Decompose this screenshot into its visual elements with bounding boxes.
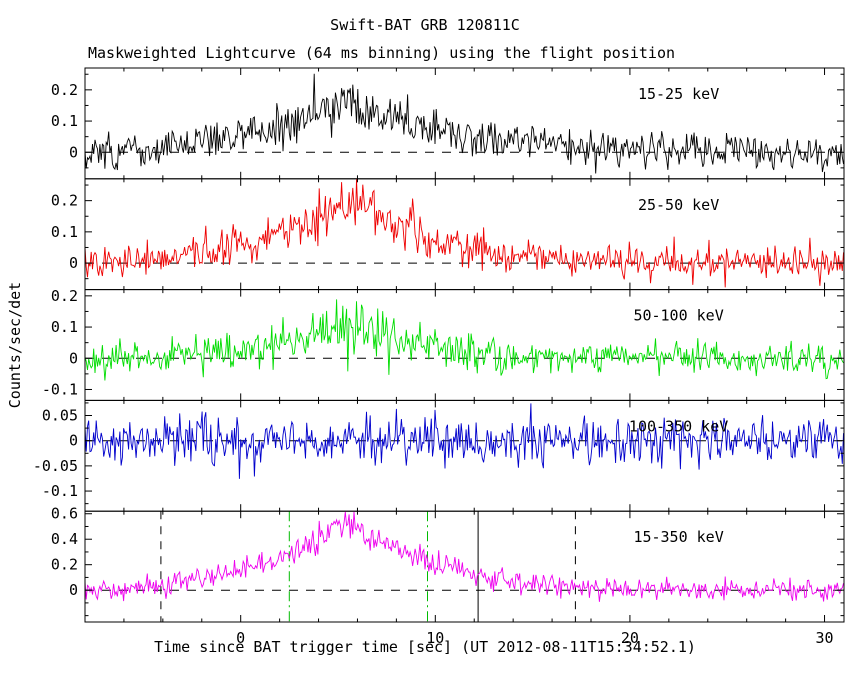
lightcurve-trace xyxy=(84,403,844,479)
band-label: 50-100 keV xyxy=(633,307,723,325)
x-tick-label: 20 xyxy=(621,629,639,647)
y-tick-label: 0.2 xyxy=(51,556,78,574)
y-tick-label: 0 xyxy=(69,432,78,450)
y-tick-label: 0 xyxy=(69,581,78,599)
panel-15-25-kev: 15-25 keV 0 0.1 0.2 xyxy=(51,67,845,180)
y-tick-label: 0.2 xyxy=(51,81,78,99)
y-tick-label: 0.1 xyxy=(51,223,78,241)
y-tick-label: 0.6 xyxy=(51,505,78,523)
y-tick-label: 0.2 xyxy=(51,287,78,305)
x-tick-label: 10 xyxy=(426,629,444,647)
panel-15-350-kev: 15-350 keV 0 0.2 0.4 0.6 0 10 20 30 xyxy=(51,505,845,647)
chart-subtitle: Maskweighted Lightcurve (64 ms binning) … xyxy=(88,44,675,62)
y-tick-label: 0 xyxy=(69,254,78,272)
panel-100-350-kev: 100-350 keV -0.1 -0.05 0 0.05 xyxy=(33,399,845,512)
band-label: 15-25 keV xyxy=(638,85,719,103)
y-tick-label: 0 xyxy=(69,349,78,367)
lightcurve-trace xyxy=(84,73,844,174)
band-label: 15-350 keV xyxy=(633,528,723,546)
panel-frame xyxy=(84,399,845,512)
y-tick-label: -0.1 xyxy=(42,380,78,398)
y-tick-label: 0.4 xyxy=(51,530,78,548)
lightcurve-trace xyxy=(84,179,844,288)
chart-title: Swift-BAT GRB 120811C xyxy=(330,16,520,34)
y-tick-label: 0 xyxy=(69,143,78,161)
panel-frame xyxy=(84,178,845,291)
y-tick-label: -0.05 xyxy=(33,457,78,475)
y-tick-label: 0.1 xyxy=(51,318,78,336)
x-tick-label: 30 xyxy=(816,629,834,647)
panel-frame xyxy=(84,289,845,401)
band-label: 100-350 keV xyxy=(629,417,728,435)
lightcurve-trace xyxy=(84,511,844,602)
panel-25-50-kev: 25-50 keV 0 0.1 0.2 xyxy=(51,178,845,291)
x-tick-label: 0 xyxy=(236,629,245,647)
band-label: 25-50 keV xyxy=(638,196,719,214)
y-tick-label: 0.2 xyxy=(51,192,78,210)
panel-frame xyxy=(84,510,845,623)
y-tick-label: 0.05 xyxy=(42,407,78,425)
y-tick-label: -0.1 xyxy=(42,482,78,500)
panel-frame xyxy=(84,67,845,180)
y-tick-label: 0.1 xyxy=(51,112,78,130)
x-axis-label: Time since BAT trigger time [sec] (UT 20… xyxy=(154,638,696,656)
lightcurve-trace xyxy=(84,299,844,381)
panel-50-100-kev: 50-100 keV -0.1 0 0.1 0.2 xyxy=(42,287,845,401)
